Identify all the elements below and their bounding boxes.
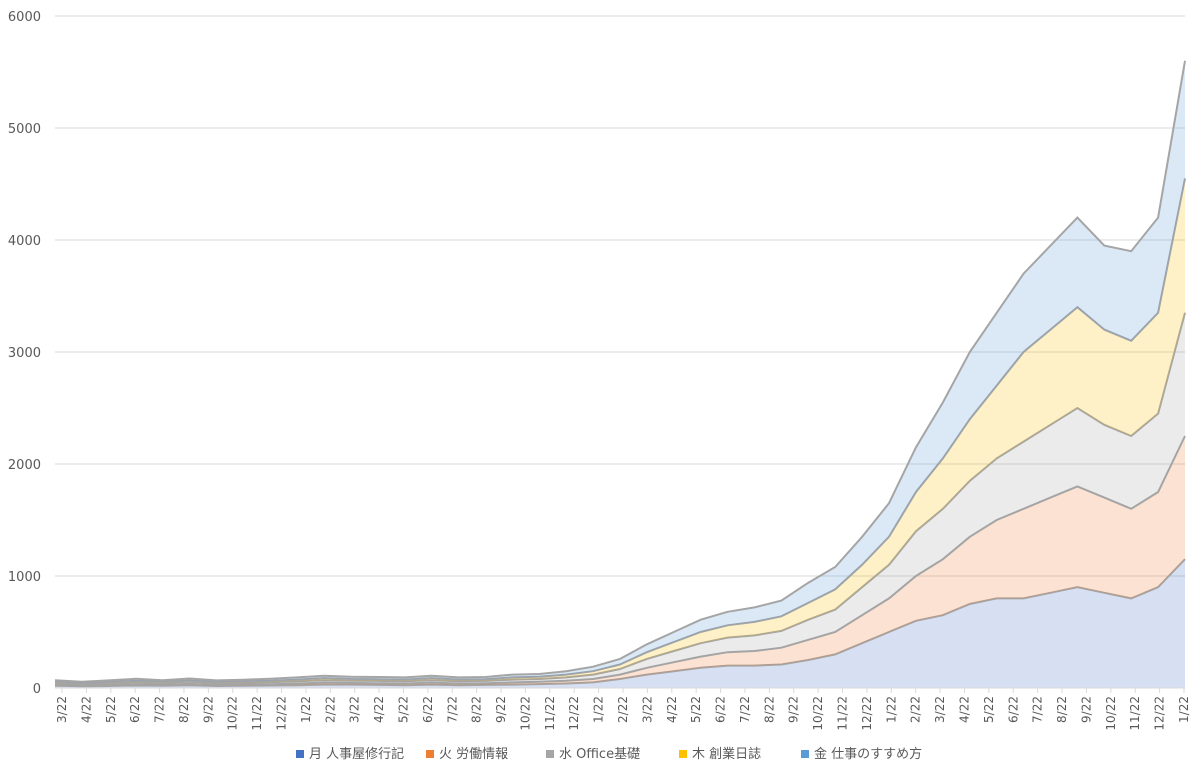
legend-entry-label: 火 労働情報 xyxy=(439,747,508,762)
x-tick-label: 7/22 xyxy=(738,696,752,723)
series-line xyxy=(54,178,1186,685)
x-tick-label: 7/22 xyxy=(153,696,167,723)
x-tick-label: 1/22 xyxy=(299,696,313,723)
x-tick-label: 8/22 xyxy=(470,696,484,723)
y-tick-label: 3000 xyxy=(8,346,41,361)
legend-entry-label: 月 人事屋修行記 xyxy=(309,746,404,762)
x-tick-label: 11/22 xyxy=(1128,696,1142,731)
x-tick-label: 6/22 xyxy=(421,696,435,723)
series-line xyxy=(54,558,1186,688)
x-tick-label: 8/22 xyxy=(762,696,776,723)
x-tick-label: 8/22 xyxy=(177,696,191,723)
gridlines xyxy=(55,15,1185,689)
x-tick-label: 9/22 xyxy=(201,696,215,723)
x-tick-label: 10/22 xyxy=(226,696,240,731)
x-tick-label: 11/22 xyxy=(543,696,557,731)
y-tick-label: 4000 xyxy=(8,234,41,249)
x-tick-label: 1/22 xyxy=(1177,696,1191,723)
x-tick-label: 3/22 xyxy=(348,696,362,723)
x-tick-label: 9/22 xyxy=(787,696,801,723)
series-line xyxy=(54,60,1186,683)
axes: 0 1000 2000 3000 4000 5000 6000 3/22 4/22 5/22 6/2… xyxy=(8,10,1191,731)
x-tick-label: 12/22 xyxy=(567,696,581,731)
y-tick-label: 2000 xyxy=(8,458,41,473)
x-tick-label: 4/22 xyxy=(79,696,93,723)
series-line xyxy=(54,312,1186,686)
series-area xyxy=(55,436,1185,687)
x-tick-label: 2/22 xyxy=(909,696,923,723)
legend-entry-label: 金 仕事のすすめ方 xyxy=(814,746,922,762)
series-line xyxy=(54,435,1186,687)
x-tick-label: 7/22 xyxy=(445,696,459,723)
x-tick-label: 11/22 xyxy=(250,696,264,731)
x-tick-label: 12/22 xyxy=(860,696,874,731)
legend-entry-label: 水 Office基礎 xyxy=(559,747,640,762)
x-tick-label: 1/22 xyxy=(884,696,898,723)
series-areas xyxy=(54,60,1186,688)
x-tick-label: 9/22 xyxy=(494,696,508,723)
x-tick-label: 10/22 xyxy=(1104,696,1118,731)
x-tick-label: 2/22 xyxy=(616,696,630,723)
legend: 月 人事屋修行記 火 労働情報 水 Office基礎 木 創業日誌 金 仕事のすすめ方 xyxy=(296,746,922,762)
legend-swatch xyxy=(801,750,809,758)
legend-swatch xyxy=(426,750,434,758)
x-tick-label: 3/22 xyxy=(933,696,947,723)
x-tick-label: 5/22 xyxy=(982,696,996,723)
x-tick-label: 1/22 xyxy=(592,696,606,723)
x-tick-label: 6/22 xyxy=(128,696,142,723)
legend-swatch xyxy=(296,750,304,758)
x-tick-label: 2/22 xyxy=(323,696,337,723)
x-tick-label: 10/22 xyxy=(811,696,825,731)
x-tick-label: 12/22 xyxy=(1153,696,1167,731)
x-tick-label: 7/22 xyxy=(1031,696,1045,723)
x-tick-label: 3/22 xyxy=(55,696,69,723)
x-tick-label: 11/22 xyxy=(836,696,850,731)
x-tick-label: 6/22 xyxy=(1006,696,1020,723)
x-tick-label: 4/22 xyxy=(957,696,971,723)
legend-swatch xyxy=(546,750,554,758)
y-tick-label: 0 xyxy=(33,682,41,697)
x-tick-label: 10/22 xyxy=(518,696,532,731)
x-tick-label: 5/22 xyxy=(396,696,410,723)
x-tick-label: 8/22 xyxy=(1055,696,1069,723)
x-tick-label: 4/22 xyxy=(372,696,386,723)
y-tick-label: 5000 xyxy=(8,122,41,137)
x-tick-label: 9/22 xyxy=(1079,696,1093,723)
series-area xyxy=(55,312,1185,686)
y-tick-label: 6000 xyxy=(8,10,41,25)
series-area xyxy=(55,559,1185,688)
legend-swatch xyxy=(679,750,687,758)
x-tick-label: 4/22 xyxy=(665,696,679,723)
x-tick-label: 6/22 xyxy=(714,696,728,723)
x-tick-label: 5/22 xyxy=(689,696,703,723)
legend-entry-label: 木 創業日誌 xyxy=(692,746,761,762)
x-tick-label: 3/22 xyxy=(640,696,654,723)
x-tick-label: 5/22 xyxy=(104,696,118,723)
y-tick-label: 1000 xyxy=(8,570,41,585)
x-tick-label: 12/22 xyxy=(275,696,289,731)
